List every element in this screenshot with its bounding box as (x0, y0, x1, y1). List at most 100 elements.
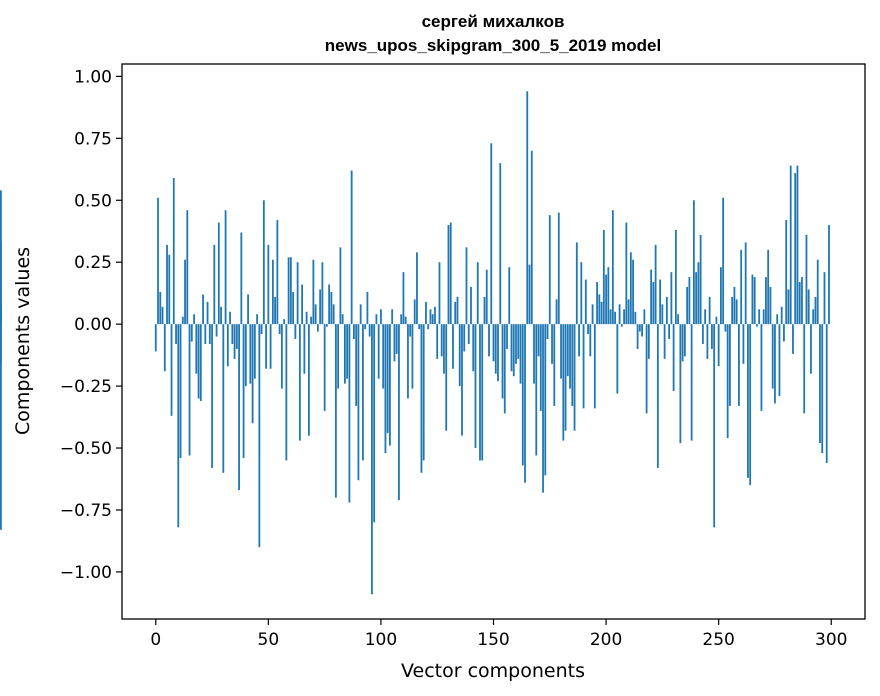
bar-73 (319, 289, 322, 325)
bar-246 (708, 296, 711, 325)
bar-58 (285, 324, 288, 461)
bar-197 (598, 294, 601, 325)
bar-27 (215, 324, 218, 337)
bar-49 (265, 324, 267, 369)
y-axis-label: Components values (12, 247, 34, 435)
bar-11 (179, 324, 182, 458)
bar-79 (332, 304, 335, 325)
bar-164 (524, 324, 526, 483)
bar-255 (729, 324, 731, 406)
bar-101 (382, 324, 385, 389)
bar-180 (560, 324, 562, 379)
bar-177 (553, 324, 556, 406)
bar-217 (643, 309, 646, 325)
bar-156 (506, 324, 508, 349)
bar-202 (609, 309, 612, 325)
bar-71 (314, 304, 317, 325)
bar-212 (632, 259, 634, 325)
x-tick-label: 50 (258, 630, 280, 650)
bar-6 (168, 254, 171, 325)
bar-125 (436, 324, 439, 359)
bar-262 (744, 242, 747, 325)
bar-277 (778, 324, 781, 397)
bar-160 (515, 324, 517, 364)
bar-196 (596, 282, 598, 325)
bar-17 (193, 314, 195, 325)
bar-178 (555, 299, 558, 325)
bar-274 (771, 324, 774, 389)
bar-167 (530, 150, 533, 325)
bar-205 (616, 324, 619, 394)
bar-25 (211, 324, 213, 468)
bar-53 (274, 296, 276, 325)
bar-105 (391, 309, 394, 325)
bar-40 (244, 324, 247, 387)
bar-99 (377, 324, 380, 379)
bar-92 (362, 324, 364, 461)
bar-18 (195, 324, 198, 374)
bar-243 (701, 324, 704, 344)
bar-159 (512, 324, 515, 377)
bar-190 (582, 324, 585, 409)
bar-138 (465, 247, 468, 325)
bar-35 (233, 324, 236, 359)
bar-132 (452, 324, 454, 369)
bar-251 (720, 267, 722, 325)
y-tick-label: 0.25 (74, 253, 112, 273)
x-tick-label: 250 (702, 630, 734, 650)
chart-subtitle: news_upos_skipgram_300_5_2019 model (325, 36, 661, 55)
bar-64 (298, 324, 301, 441)
bar-8 (172, 177, 175, 325)
bar-229 (670, 272, 673, 325)
bar-152 (497, 324, 499, 382)
bar-221 (652, 282, 655, 325)
bar-83 (341, 314, 344, 325)
bar-203 (611, 210, 614, 325)
bar-126 (438, 262, 441, 325)
bar-106 (393, 324, 396, 362)
bar-42 (249, 324, 252, 384)
bar-130 (447, 225, 450, 325)
bar-261 (742, 324, 745, 364)
bar-198 (600, 301, 603, 325)
bar-268 (758, 309, 761, 325)
bar-28 (217, 222, 220, 325)
bar-220 (650, 269, 653, 325)
bar-103 (386, 324, 389, 434)
bar-191 (584, 279, 587, 325)
bar-265 (751, 274, 754, 325)
bar-224 (659, 279, 662, 325)
bar-204 (614, 311, 616, 325)
bar-231 (674, 230, 677, 325)
bar-165 (526, 91, 529, 325)
bar-250 (717, 324, 720, 367)
bar-81 (337, 324, 340, 389)
bar-238 (690, 324, 693, 441)
bar-287 (801, 277, 803, 325)
bar-90 (357, 324, 360, 481)
bar-194 (591, 304, 594, 325)
bar-96 (371, 324, 373, 595)
bar-50 (267, 244, 270, 325)
bar-67 (305, 311, 308, 325)
bar-228 (668, 324, 671, 340)
bar-62 (294, 324, 297, 340)
x-tick-label: 150 (477, 630, 509, 650)
bar-123 (431, 314, 434, 325)
bars-group (0, 91, 830, 595)
bar-111 (404, 316, 407, 325)
bar-244 (704, 309, 707, 325)
bar-267 (756, 324, 758, 327)
bar-30 (222, 324, 225, 473)
bar-155 (503, 324, 506, 414)
bar-141 (472, 324, 475, 372)
bar-22 (204, 324, 207, 344)
bar-279 (783, 324, 785, 342)
bar-98 (375, 314, 378, 325)
bar-184 (569, 324, 571, 389)
y-tick-label: 0.00 (74, 315, 112, 335)
bar-82 (339, 247, 342, 325)
bar-116 (416, 252, 418, 325)
bar-209 (625, 222, 628, 325)
bar-151 (494, 324, 497, 374)
